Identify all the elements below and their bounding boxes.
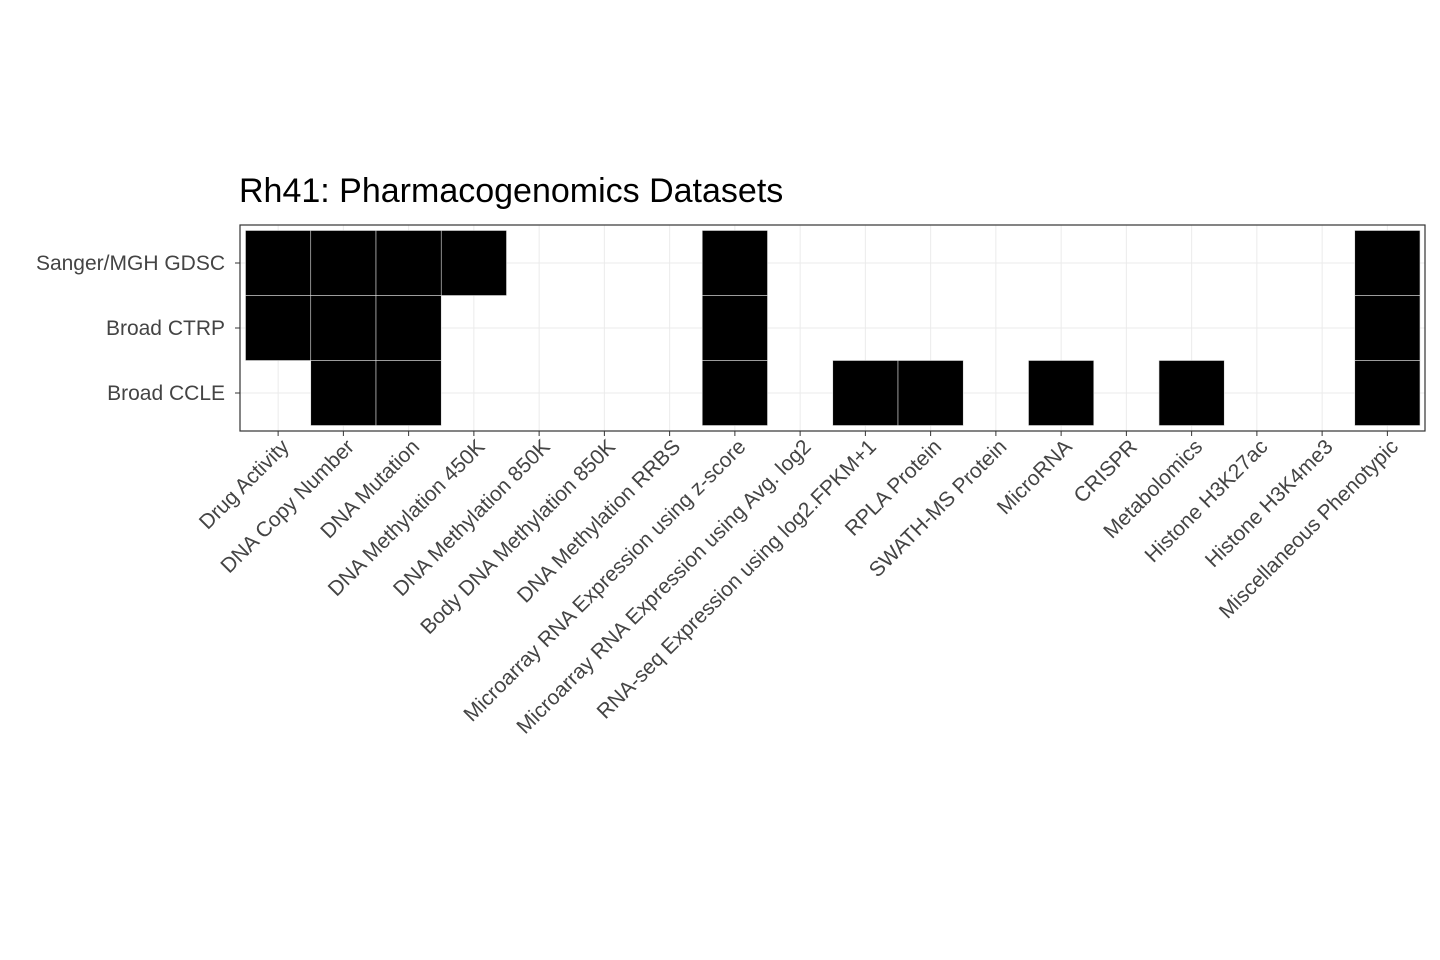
heatmap-cell <box>701 230 768 296</box>
y-axis: Sanger/MGH GDSC Broad CTRP Broad CCLE <box>36 252 240 405</box>
heatmap-cell <box>701 295 768 361</box>
heatmap-cell <box>1354 360 1421 426</box>
y-tick-label: Sanger/MGH GDSC <box>36 252 225 275</box>
y-tick-label: Broad CCLE <box>107 382 225 405</box>
heatmap-cell <box>310 360 377 426</box>
heatmap-cell <box>375 230 442 296</box>
heatmap-cell <box>245 230 312 296</box>
heatmap-cell <box>310 295 377 361</box>
heatmap-cell <box>310 230 377 296</box>
heatmap-cell <box>1354 295 1421 361</box>
heatmap-cell <box>1354 230 1421 296</box>
x-tick-label: Histone H3K27ac <box>1141 435 1273 567</box>
heatmap-cell <box>375 295 442 361</box>
y-tick-label: Broad CTRP <box>106 317 225 340</box>
chart-title: Rh41: Pharmacogenomics Datasets <box>239 172 783 210</box>
heatmap-cell <box>832 360 899 426</box>
heatmap-cell <box>440 230 507 296</box>
heatmap-cell <box>1158 360 1225 426</box>
heatmap-cell <box>375 360 442 426</box>
heatmap-cell <box>245 295 312 361</box>
heatmap-cell <box>701 360 768 426</box>
heatmap-cells <box>245 230 1421 426</box>
heatmap-cell <box>897 360 964 426</box>
heatmap-cell <box>1028 360 1095 426</box>
